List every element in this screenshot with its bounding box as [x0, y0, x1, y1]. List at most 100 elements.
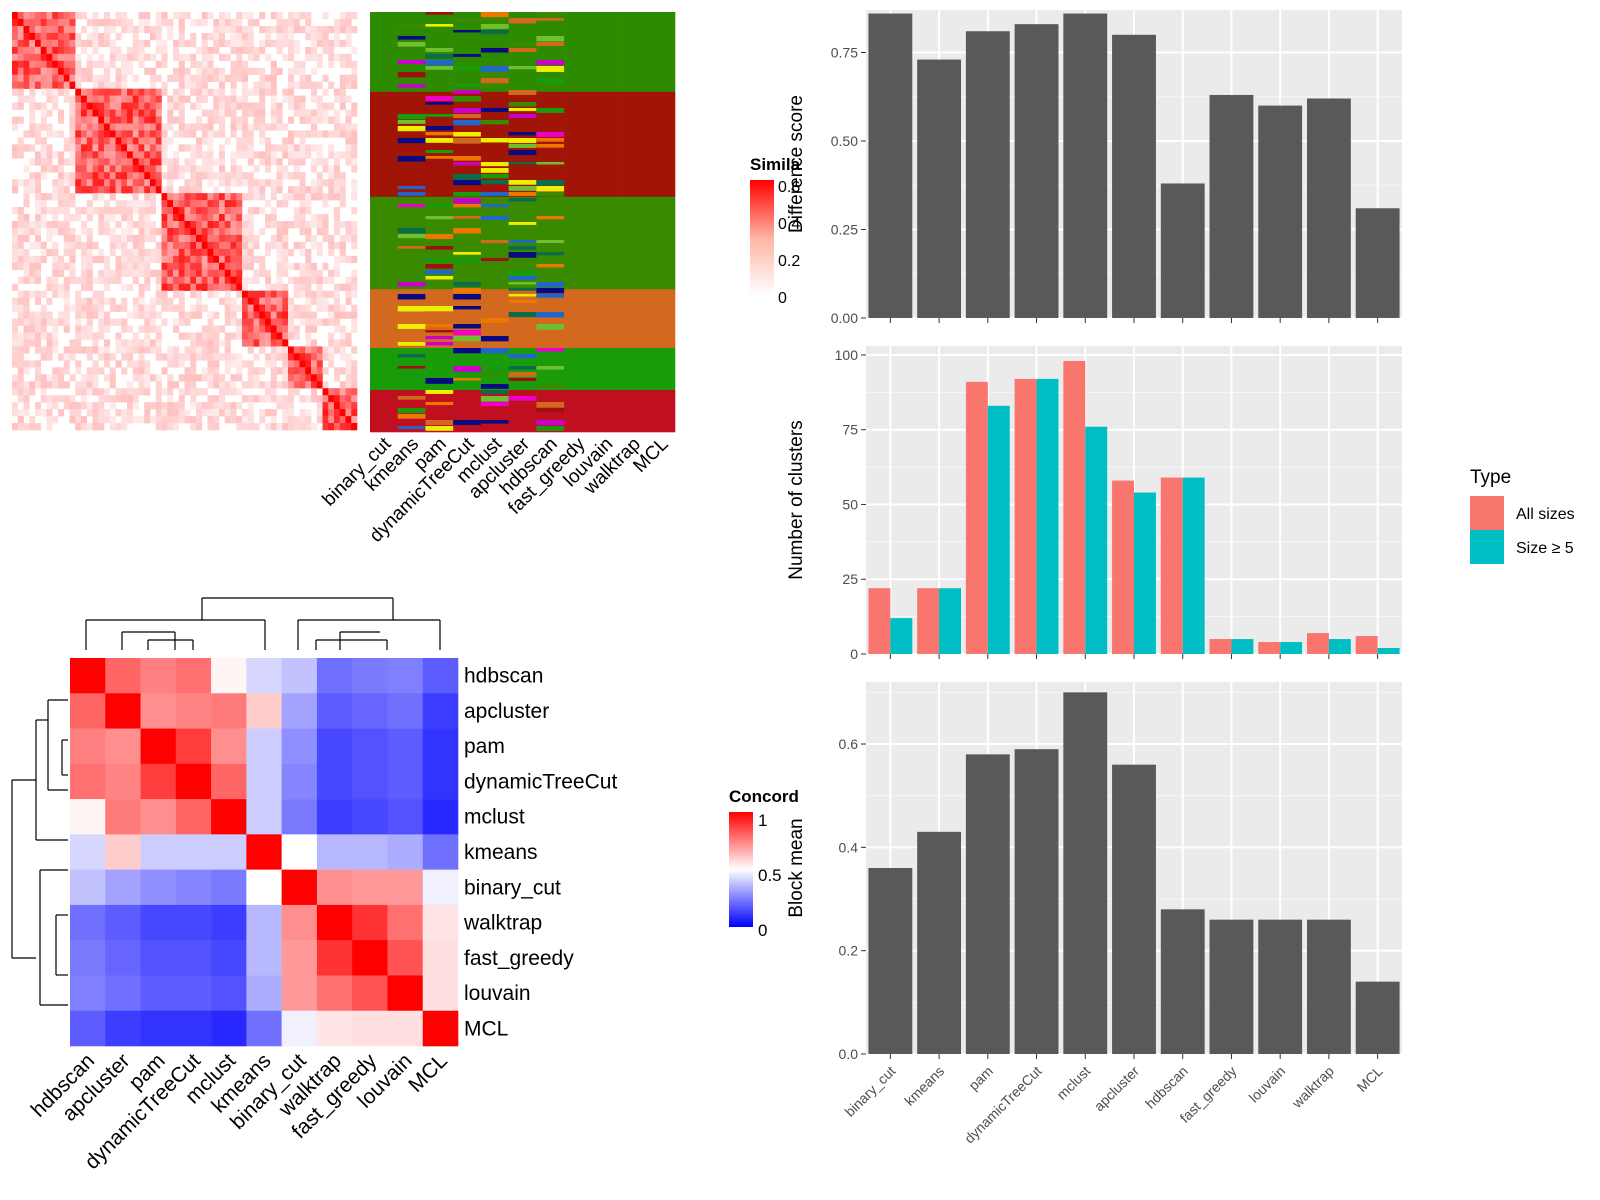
similarity-cell	[98, 130, 105, 138]
membership-strip	[508, 246, 537, 250]
similarity-cell	[207, 241, 214, 250]
similarity-cell	[138, 374, 145, 382]
similarity-cell	[178, 395, 185, 403]
similarity-cell	[155, 102, 162, 110]
similarity-cell	[178, 416, 185, 424]
similarity-cell	[213, 262, 220, 271]
similarity-cell	[178, 95, 185, 103]
similarity-cell	[35, 423, 42, 431]
similarity-cell	[334, 130, 341, 138]
similarity-cell	[230, 214, 237, 222]
similarity-cell	[98, 227, 105, 236]
similarity-cell	[63, 367, 70, 375]
concordance-column-labels: hdbscanapclusterpamdynamicTreeCutmclustk…	[27, 1049, 452, 1174]
similarity-cell	[29, 12, 36, 20]
similarity-cell	[207, 116, 214, 124]
similarity-cell	[282, 409, 289, 417]
similarity-cell	[75, 102, 82, 110]
similarity-cell	[339, 12, 346, 20]
similarity-cell	[247, 46, 254, 55]
similarity-cell	[242, 102, 249, 110]
similarity-cell	[201, 151, 208, 159]
similarity-cell	[247, 311, 254, 319]
similarity-cell	[242, 234, 249, 243]
similarity-cell	[311, 360, 318, 368]
similarity-cell	[63, 290, 70, 298]
similarity-cell	[109, 18, 116, 27]
similarity-cell	[219, 207, 226, 215]
similarity-cell	[339, 409, 346, 417]
similarity-cell	[253, 423, 260, 431]
similarity-cell	[201, 367, 208, 375]
similarity-cell	[69, 395, 76, 403]
membership-strip	[425, 402, 454, 406]
similarity-cell	[345, 32, 352, 41]
similarity-cell	[305, 374, 312, 382]
similarity-cell	[247, 25, 254, 34]
similarity-cell	[127, 360, 134, 368]
bar	[1063, 692, 1108, 1054]
similarity-cell	[63, 248, 70, 257]
similarity-cell	[201, 221, 208, 229]
concordance-cell	[387, 799, 424, 835]
similarity-cell	[86, 381, 93, 389]
similarity-cell	[259, 318, 266, 326]
similarity-cell	[178, 241, 185, 250]
similarity-cell	[276, 402, 283, 410]
membership-strip	[508, 252, 537, 258]
similarity-cell	[127, 53, 134, 62]
similarity-cell	[270, 88, 277, 96]
similarity-cell	[299, 248, 306, 257]
similarity-cell	[104, 39, 111, 48]
similarity-cell	[247, 151, 254, 159]
similarity-cell	[52, 248, 59, 257]
similarity-cell	[328, 332, 335, 340]
similarity-cell	[334, 116, 341, 124]
similarity-cell	[265, 214, 272, 222]
similarity-cell	[40, 137, 47, 145]
similarity-cell	[351, 221, 358, 229]
similarity-cell	[58, 409, 65, 417]
membership-strip	[508, 180, 537, 185]
similarity-cell	[127, 200, 134, 208]
similarity-cell	[86, 297, 93, 305]
bar	[1258, 105, 1303, 318]
similarity-cell	[322, 46, 329, 55]
similarity-cell	[282, 255, 289, 264]
similarity-cell	[282, 39, 289, 48]
similarity-cell	[46, 18, 53, 27]
concordance-cell	[105, 1010, 141, 1047]
similarity-cell	[144, 248, 151, 257]
membership-band	[480, 348, 509, 391]
similarity-cell	[328, 193, 335, 201]
membership-strip	[508, 108, 537, 112]
similarity-cell	[311, 123, 318, 131]
concordance-cell	[246, 940, 282, 976]
similarity-cell	[259, 116, 266, 124]
similarity-cell	[86, 67, 93, 75]
similarity-cell	[138, 325, 145, 333]
membership-strip	[508, 102, 537, 107]
bar	[1258, 919, 1303, 1054]
similarity-cell	[311, 276, 318, 284]
similarity-cell	[121, 255, 128, 264]
similarity-cell	[75, 297, 82, 305]
concordance-cell	[316, 904, 353, 941]
similarity-cell	[236, 67, 243, 75]
similarity-cell	[190, 179, 197, 187]
concordance-cell	[211, 728, 247, 765]
similarity-cell	[23, 39, 30, 48]
concordance-cell	[140, 904, 177, 941]
similarity-cell	[230, 193, 237, 201]
similarity-cell	[86, 346, 93, 354]
similarity-cell	[213, 46, 220, 55]
similarity-cell	[247, 12, 254, 20]
similarity-cell	[190, 18, 197, 27]
similarity-cell	[236, 60, 243, 69]
similarity-cell	[29, 269, 36, 278]
similarity-cell	[81, 179, 88, 187]
similarity-cell	[328, 409, 335, 417]
similarity-cell	[270, 297, 277, 305]
similarity-cell	[322, 102, 329, 110]
similarity-cell	[173, 269, 180, 278]
